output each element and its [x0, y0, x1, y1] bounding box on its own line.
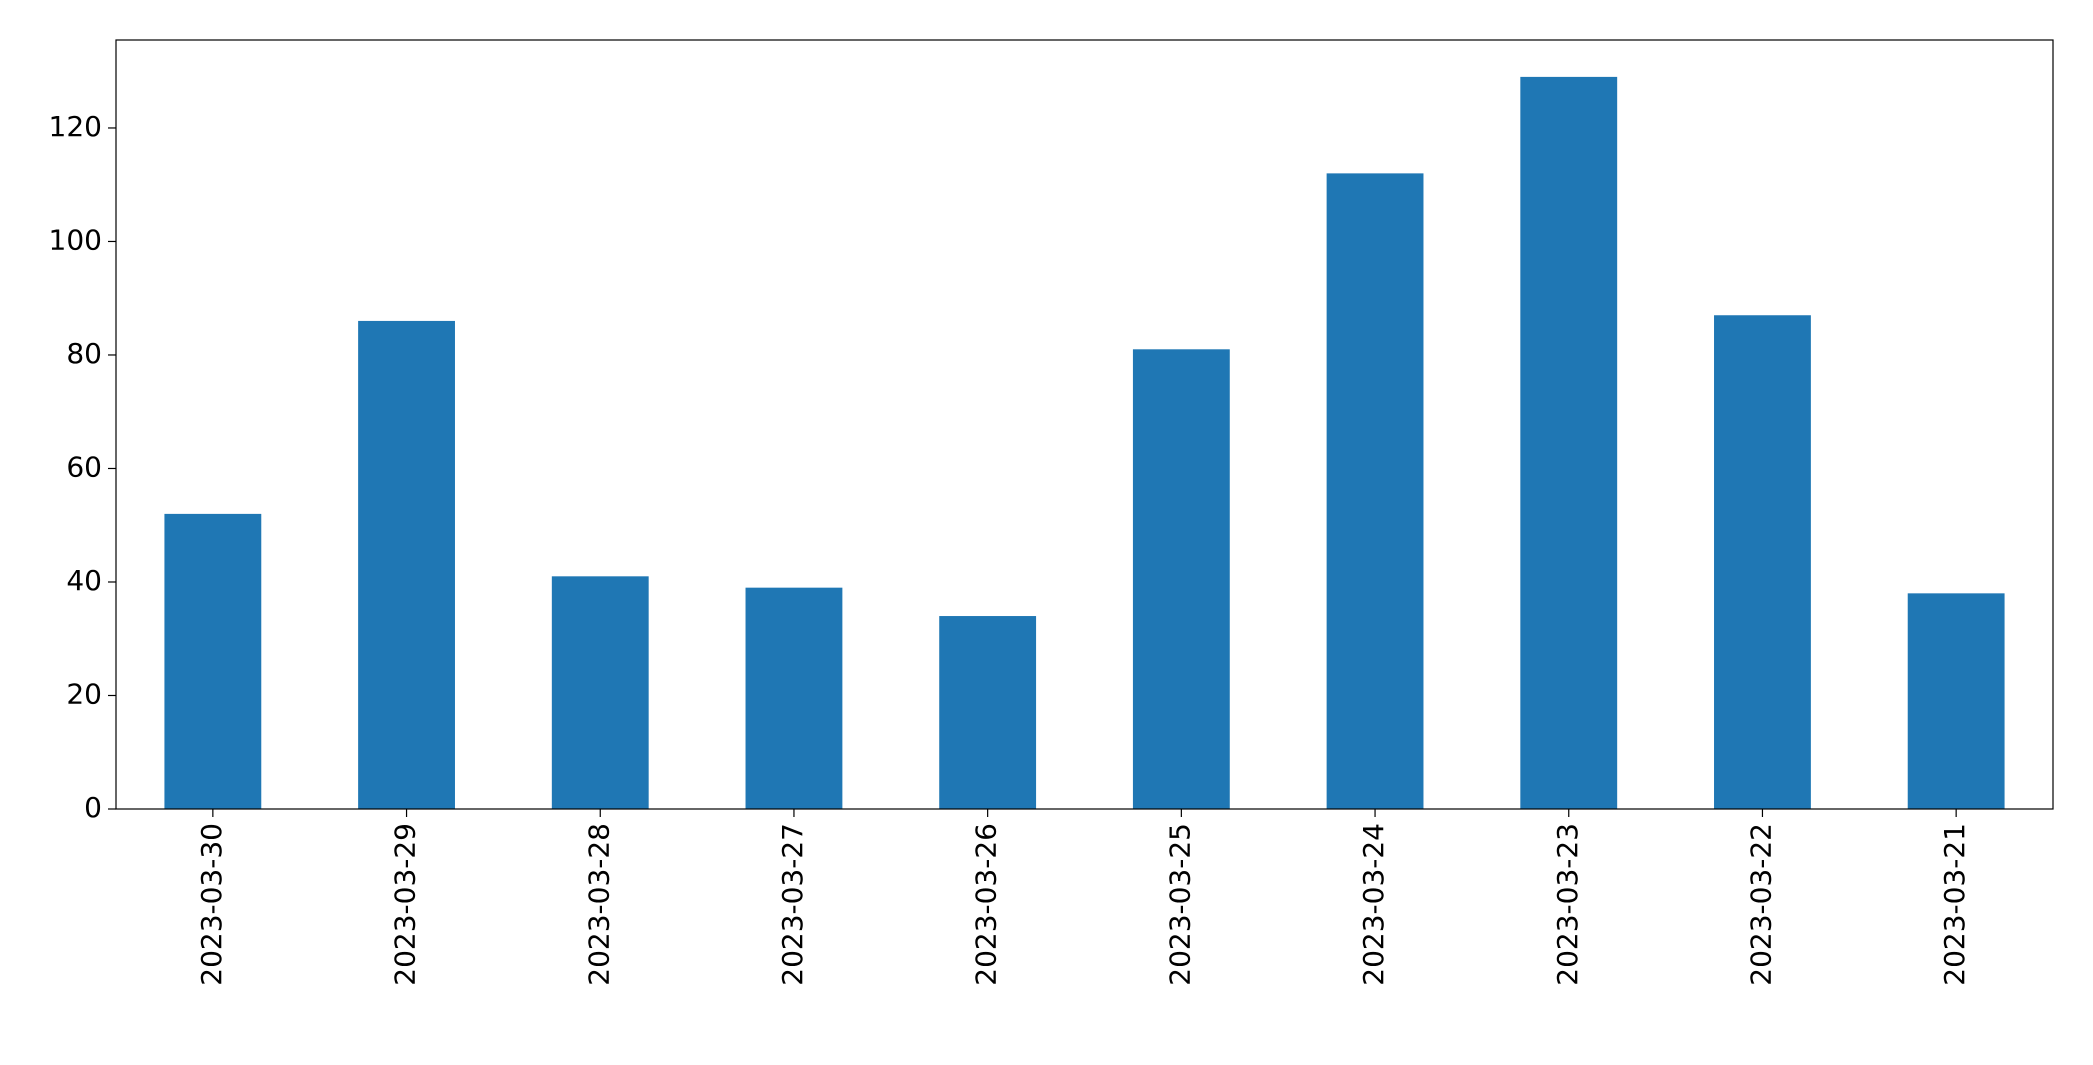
x-tick-label: 2023-03-22 [1744, 823, 1777, 986]
x-tick-label: 2023-03-23 [1551, 823, 1584, 986]
x-tick-label: 2023-03-28 [582, 823, 615, 986]
bar [1132, 349, 1230, 809]
y-tick-label: 80 [66, 337, 102, 370]
x-tick-label: 2023-03-25 [1163, 823, 1196, 986]
bar [745, 587, 843, 809]
bar [1907, 593, 2005, 809]
bar [1520, 76, 1618, 810]
bar [1714, 315, 1811, 809]
y-tick-label: 40 [66, 564, 102, 597]
y-tick-label: 120 [49, 110, 102, 143]
x-tick-label: 2023-03-21 [1938, 823, 1971, 986]
bar [164, 513, 262, 809]
x-tick-label: 2023-03-30 [195, 823, 228, 986]
y-tick-label: 20 [66, 677, 102, 710]
x-tick-label: 2023-03-24 [1357, 823, 1390, 986]
bar [939, 616, 1037, 809]
x-tick-label: 2023-03-26 [970, 823, 1003, 986]
y-tick-label: 100 [49, 223, 102, 256]
y-tick-label: 0 [84, 791, 102, 824]
x-tick-label: 2023-03-29 [389, 823, 422, 986]
bar [358, 320, 455, 809]
x-tick-label: 2023-03-27 [776, 823, 809, 986]
plot-frame [115, 39, 2054, 810]
bar [1326, 173, 1424, 809]
bar [551, 576, 649, 809]
y-tick-label: 60 [66, 450, 102, 483]
